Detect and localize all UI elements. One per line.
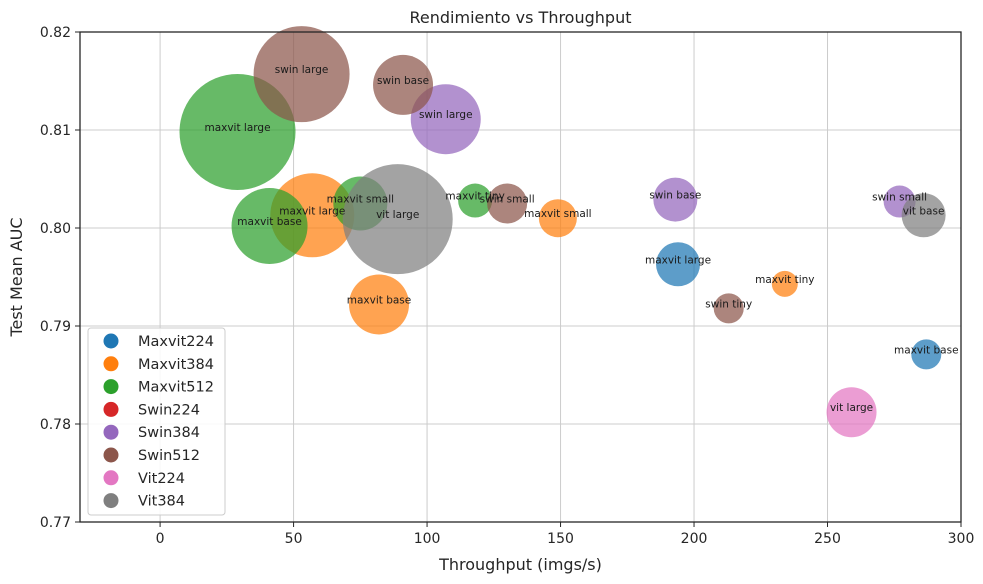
- legend-marker: [103, 401, 119, 417]
- bubbles: [179, 26, 946, 438]
- legend-label: Swin384: [138, 425, 200, 441]
- bubble-swin384: [410, 84, 481, 155]
- x-tick-label: 200: [681, 531, 708, 547]
- legend-marker: [103, 470, 119, 486]
- bubble-label: maxvit base: [894, 344, 959, 356]
- bubble-label: maxvit small: [327, 194, 394, 206]
- y-tick-label: 0.79: [40, 319, 71, 335]
- bubble-label: maxvit large: [645, 254, 711, 266]
- bubble-label: maxvit large: [279, 205, 345, 217]
- bubble-label: maxvit large: [204, 122, 270, 134]
- bubble-swin384: [653, 177, 698, 222]
- bubble-label: swin large: [275, 64, 329, 76]
- y-tick-label: 0.78: [40, 417, 71, 433]
- bubble-maxvit384: [538, 199, 577, 238]
- bubble-maxvit512: [458, 183, 493, 218]
- y-tick-label: 0.80: [40, 221, 71, 237]
- bubble-label: swin small: [872, 192, 927, 204]
- bubble-label: swin tiny: [705, 298, 752, 310]
- x-tick-label: 50: [285, 531, 303, 547]
- x-tick-label: 100: [414, 531, 441, 547]
- bubble-label: swin base: [649, 190, 701, 202]
- bubble-vit384: [342, 164, 453, 275]
- bubble-vit224: [826, 387, 877, 438]
- legend-marker: [103, 424, 119, 440]
- y-tick-label: 0.77: [40, 515, 71, 531]
- legend-label: Swin512: [138, 448, 200, 464]
- bubble-label: vit large: [376, 209, 419, 221]
- legend-label: Maxvit224: [138, 334, 214, 350]
- x-tick-label: 150: [547, 531, 574, 547]
- bubble-swin512: [713, 293, 744, 324]
- bubble-label: swin large: [419, 109, 473, 121]
- legend-marker: [103, 379, 119, 395]
- bubble-maxvit512: [231, 188, 308, 265]
- x-tick-label: 0: [156, 531, 165, 547]
- legend-label: Maxvit512: [138, 380, 214, 396]
- bubble-swin512: [373, 54, 434, 115]
- bubble-label: maxvit base: [347, 294, 412, 306]
- legend-box: [87, 327, 226, 516]
- bubble-label: maxvit base: [237, 216, 302, 228]
- legend-marker: [103, 333, 119, 349]
- legend: Maxvit224 Maxvit384 Maxvit512 Swin224 Swin38…: [87, 327, 226, 516]
- bubble-maxvit384: [771, 270, 798, 297]
- y-axis-title: Test Mean AUC: [7, 217, 26, 337]
- bubble-label: maxvit tiny: [445, 191, 504, 203]
- legend-label: Vit224: [138, 471, 185, 487]
- x-tick-label: 250: [814, 531, 841, 547]
- y-tick-label: 0.81: [40, 123, 71, 139]
- bubble-label: maxvit small: [524, 208, 591, 220]
- bubble-label: vit large: [830, 402, 873, 414]
- bubble-swin512: [487, 183, 528, 224]
- legend-marker: [103, 447, 119, 463]
- legend-marker: [103, 356, 119, 372]
- bubble-label: maxvit tiny: [755, 274, 814, 286]
- x-tick-label: 300: [948, 531, 975, 547]
- legend-label: Maxvit384: [138, 357, 214, 373]
- bubble-swin512: [253, 26, 350, 123]
- bubble-maxvit224: [656, 242, 701, 287]
- y-tick-label: 0.82: [40, 25, 71, 41]
- plot-frame: [79, 31, 962, 523]
- bubble-maxvit224: [911, 339, 942, 370]
- axis-ticks: 0 50 100 150 200 250 300 0.77 0.78 0.79 0.80 0.81 0.…: [40, 25, 975, 547]
- bubble-label: swin base: [377, 75, 429, 87]
- legend-label: Vit384: [138, 494, 185, 510]
- chart-title: Rendimiento vs Throughput: [410, 8, 632, 27]
- bubble-maxvit384: [349, 274, 410, 335]
- legend-marker: [103, 493, 119, 509]
- bubble-vit384: [901, 193, 946, 238]
- bubble-label: swin small: [480, 194, 535, 206]
- bubble-label: vit base: [903, 205, 945, 217]
- legend-label: Swin224: [138, 402, 200, 418]
- x-axis-title: Throughput (imgs/s): [438, 555, 602, 574]
